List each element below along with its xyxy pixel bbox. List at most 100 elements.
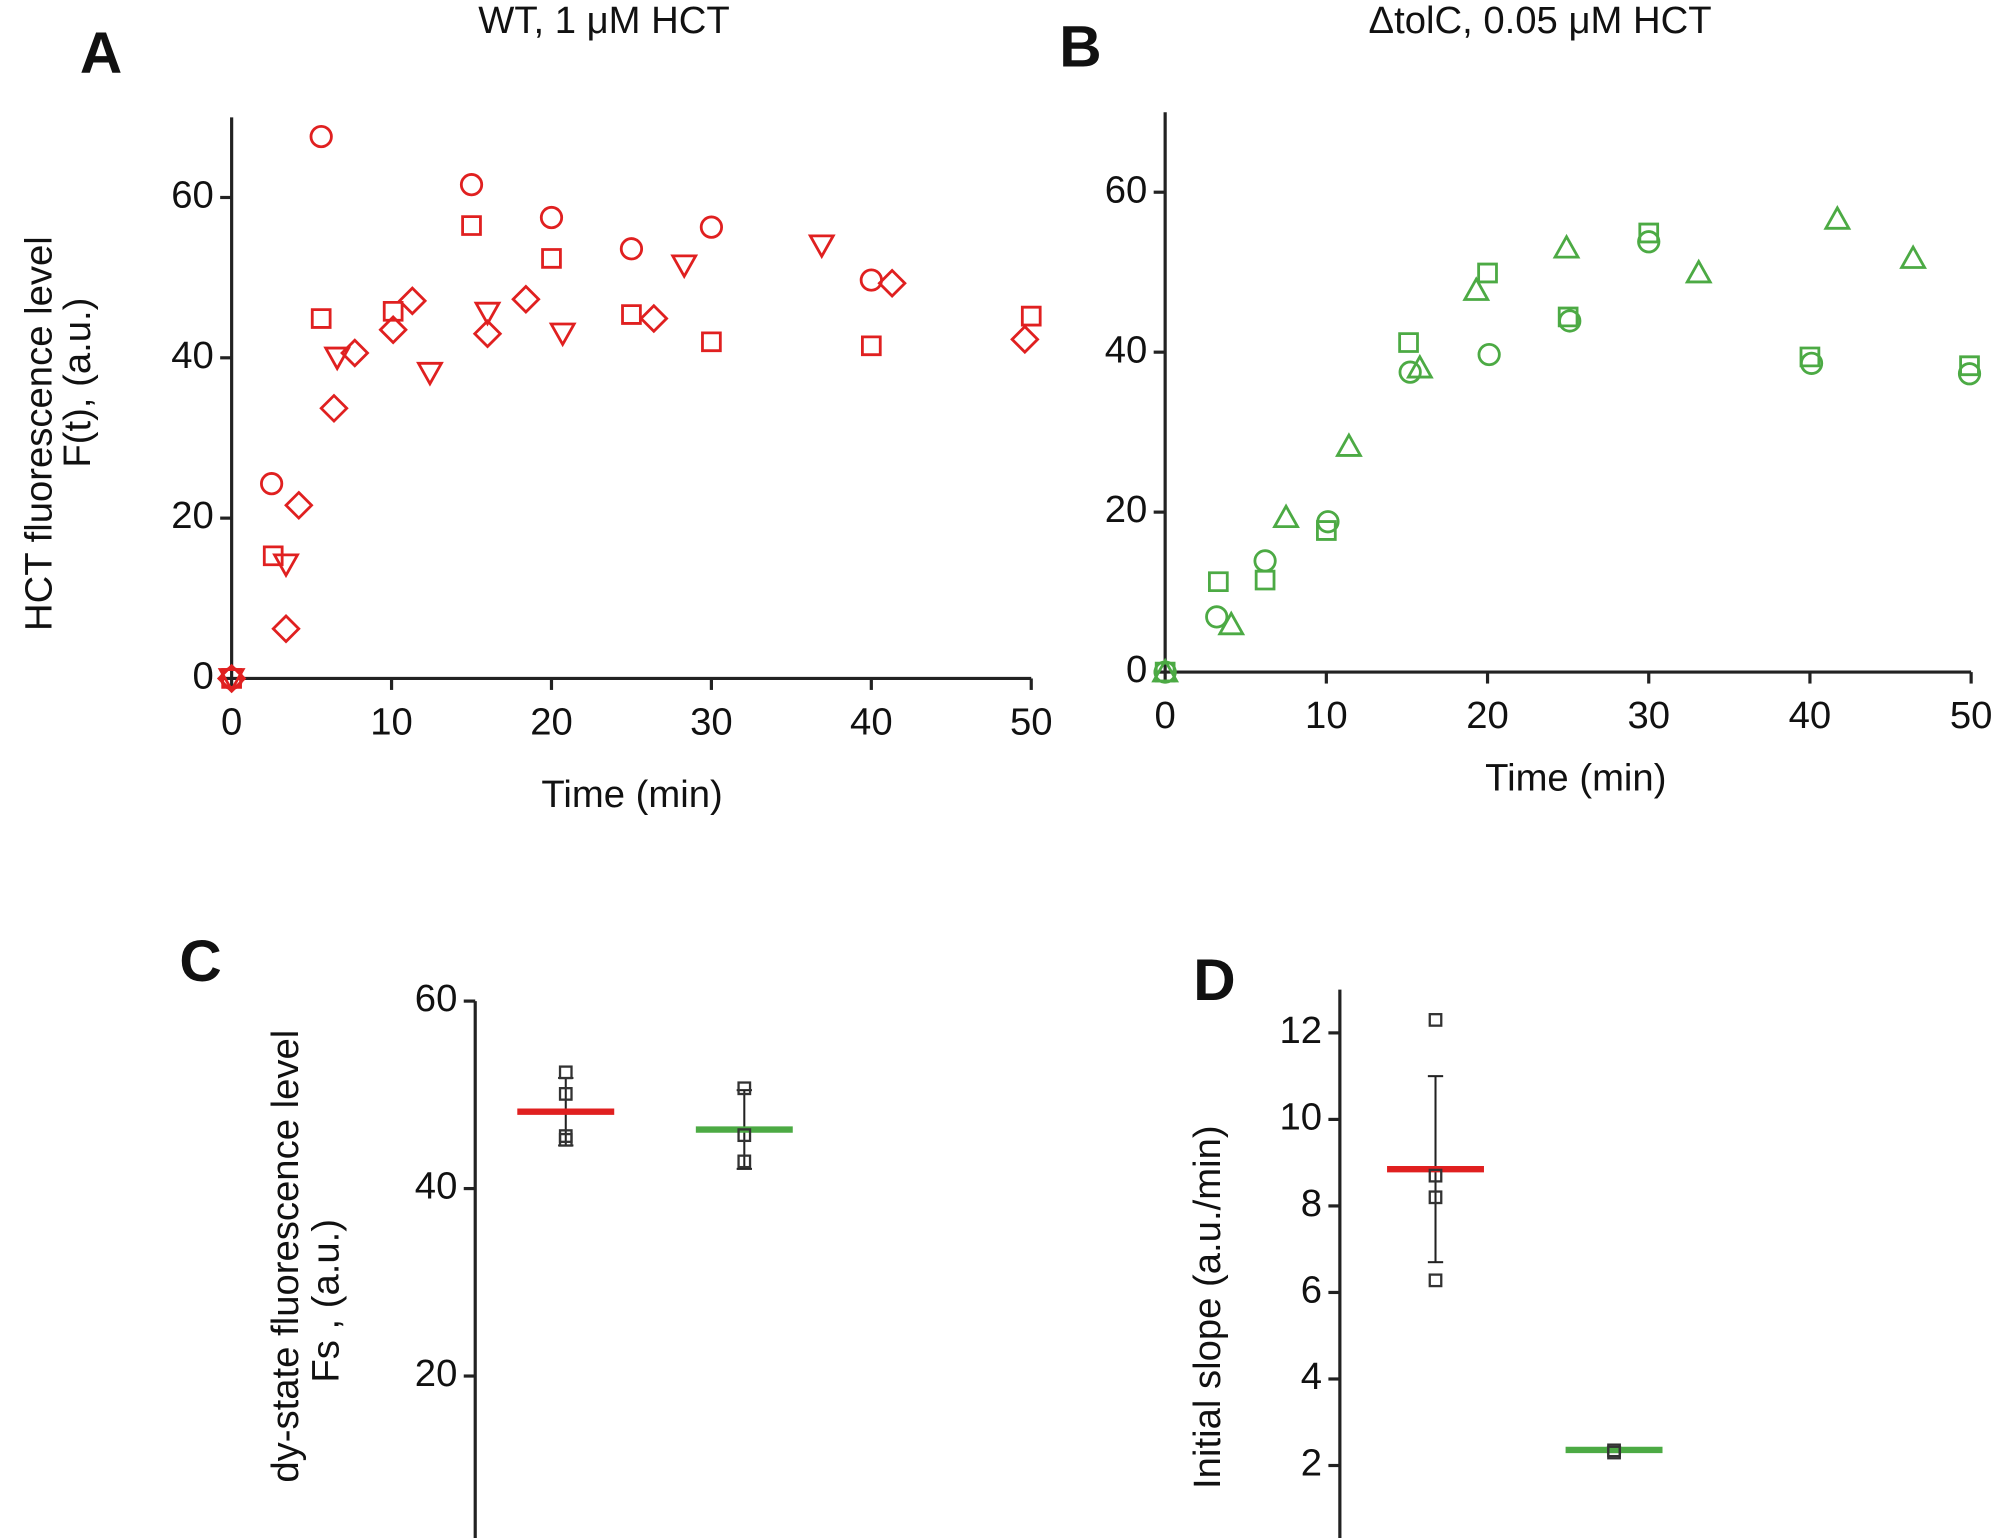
y-tick-label: 40 xyxy=(171,334,214,377)
data-point xyxy=(416,361,444,387)
data-point xyxy=(1899,244,1927,269)
data-point xyxy=(1428,1013,1443,1027)
data-point xyxy=(1316,520,1337,541)
data-point xyxy=(670,254,699,280)
data-point xyxy=(309,124,333,149)
data-point xyxy=(216,663,247,694)
data-point xyxy=(1799,346,1821,368)
data-point xyxy=(1462,276,1491,301)
data-point xyxy=(1477,342,1501,367)
x-tick-label: 50 xyxy=(1010,700,1053,743)
panel-letter: C xyxy=(179,929,221,994)
data-point xyxy=(877,268,907,298)
data-point xyxy=(461,215,482,236)
data-point xyxy=(1959,355,1980,377)
x-tick-label: 20 xyxy=(530,700,573,743)
panel-letter: B xyxy=(1059,15,1101,80)
data-point xyxy=(262,545,284,567)
chart-title: ΔtolC, 0.05 μM HCT xyxy=(1369,0,1712,42)
data-point xyxy=(558,1132,573,1147)
y-tick-label: 60 xyxy=(171,174,214,217)
x-tick-label: 50 xyxy=(1950,694,1993,737)
y-tick-label: 40 xyxy=(415,1165,458,1208)
data-point xyxy=(807,234,836,260)
data-point xyxy=(397,286,428,316)
data-point xyxy=(340,338,370,368)
data-point xyxy=(701,331,722,353)
data-point xyxy=(1684,258,1713,284)
data-point xyxy=(1405,353,1434,379)
data-point xyxy=(1020,305,1042,327)
y-tick-label: 60 xyxy=(415,977,458,1020)
y-tick-label: 20 xyxy=(1105,488,1148,531)
data-point xyxy=(1638,222,1660,244)
y-tick-label: 0 xyxy=(1126,648,1147,691)
x-tick-label: 0 xyxy=(221,700,242,743)
data-point xyxy=(1272,503,1300,529)
data-point xyxy=(619,237,644,261)
x-tick-label: 20 xyxy=(1466,694,1509,737)
data-point xyxy=(1477,262,1498,284)
y-axis-label: Fs , (a.u.) xyxy=(305,1219,348,1383)
data-point xyxy=(1428,1273,1443,1288)
y-tick-label: 20 xyxy=(171,494,214,537)
x-axis-label: Time (min) xyxy=(541,773,722,816)
data-point xyxy=(1254,569,1276,591)
x-tick-label: 10 xyxy=(370,700,413,743)
data-point xyxy=(558,1065,573,1080)
data-point xyxy=(473,301,502,327)
x-tick-label: 10 xyxy=(1305,694,1348,737)
x-tick-label: 30 xyxy=(690,700,733,743)
data-point xyxy=(1398,332,1419,353)
x-tick-label: 40 xyxy=(1789,694,1832,737)
x-tick-label: 30 xyxy=(1627,694,1670,737)
panel-letter: D xyxy=(1193,948,1235,1013)
data-point xyxy=(548,322,577,348)
data-point xyxy=(271,614,301,644)
data-point xyxy=(1010,324,1040,355)
data-point xyxy=(1208,571,1229,593)
data-point xyxy=(1607,1443,1621,1458)
y-tick-label: 0 xyxy=(193,655,214,698)
y-axis-label: F(t), (a.u.) xyxy=(56,298,99,468)
y-tick-label: 60 xyxy=(1105,168,1148,211)
data-point xyxy=(1552,233,1581,259)
data-point xyxy=(737,1081,752,1096)
y-tick-label: 6 xyxy=(1301,1269,1322,1312)
data-point xyxy=(511,284,541,315)
data-point xyxy=(310,308,332,329)
x-tick-label: 0 xyxy=(1155,694,1176,737)
y-axis-label: Initial slope (a.u./min) xyxy=(1186,1125,1229,1489)
data-point xyxy=(621,304,642,325)
y-tick-label: 10 xyxy=(1279,1096,1322,1139)
data-point xyxy=(541,248,562,269)
data-point xyxy=(699,215,724,239)
data-point xyxy=(319,393,349,424)
y-tick-label: 12 xyxy=(1279,1009,1322,1052)
x-tick-label: 40 xyxy=(850,700,893,743)
chart-title: WT, 1 μM HCT xyxy=(478,0,730,42)
y-tick-label: 40 xyxy=(1105,328,1148,371)
data-point xyxy=(260,472,284,496)
data-point xyxy=(1557,306,1579,328)
data-point xyxy=(639,303,669,334)
data-point xyxy=(859,268,883,292)
y-tick-label: 20 xyxy=(415,1352,458,1395)
data-point xyxy=(1398,360,1422,384)
data-point xyxy=(737,1128,752,1143)
y-axis-label: dy-state fluorescence level xyxy=(264,1030,307,1483)
data-point xyxy=(217,668,246,693)
data-point xyxy=(558,1087,573,1101)
data-point xyxy=(860,335,882,357)
y-tick-label: 4 xyxy=(1301,1355,1322,1398)
data-point xyxy=(1253,549,1277,573)
data-point xyxy=(272,553,300,579)
data-point xyxy=(472,319,503,349)
data-point xyxy=(459,173,484,197)
data-point xyxy=(1217,610,1246,636)
data-point xyxy=(1335,432,1363,457)
data-point xyxy=(737,1154,752,1169)
panel-letter: A xyxy=(80,21,122,86)
